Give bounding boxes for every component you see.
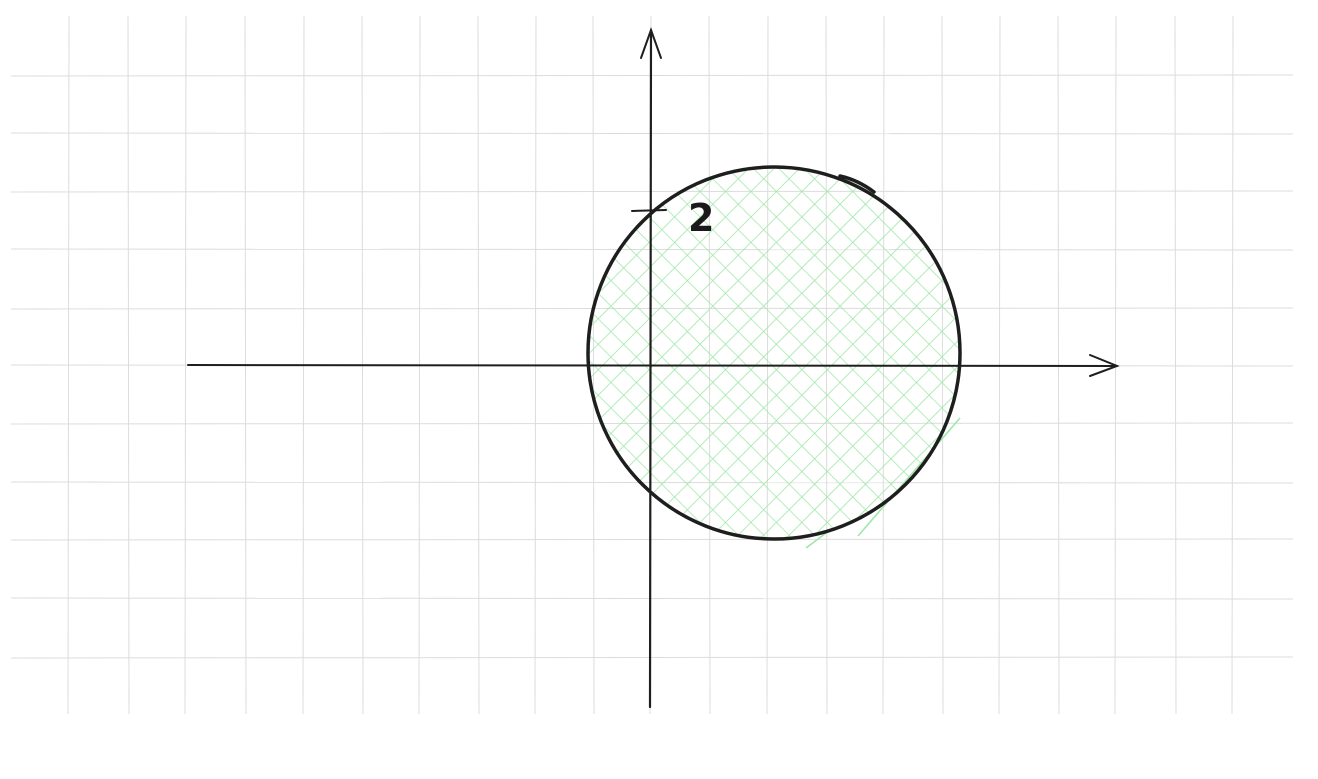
y-axis bbox=[648, 28, 653, 709]
circle-outline bbox=[586, 165, 962, 541]
x-axis-arrow-icon bbox=[1089, 354, 1120, 377]
y-axis-arrow-icon bbox=[640, 27, 662, 59]
x-axis bbox=[187, 364, 1118, 367]
grid-line-horizontal bbox=[10, 597, 1294, 600]
grid-line-horizontal bbox=[10, 132, 1294, 135]
shaded-region bbox=[588, 167, 960, 539]
y-tick-label: 2 bbox=[688, 196, 714, 240]
grid-line-vertical bbox=[1174, 15, 1177, 715]
grid-line-horizontal bbox=[10, 190, 1294, 193]
grid-line-horizontal bbox=[10, 656, 1294, 659]
grid-line-vertical bbox=[1231, 15, 1234, 715]
circle-stroke-overlap bbox=[838, 174, 876, 194]
y-tick-mark bbox=[631, 209, 667, 212]
grid-line-horizontal bbox=[10, 538, 1294, 541]
